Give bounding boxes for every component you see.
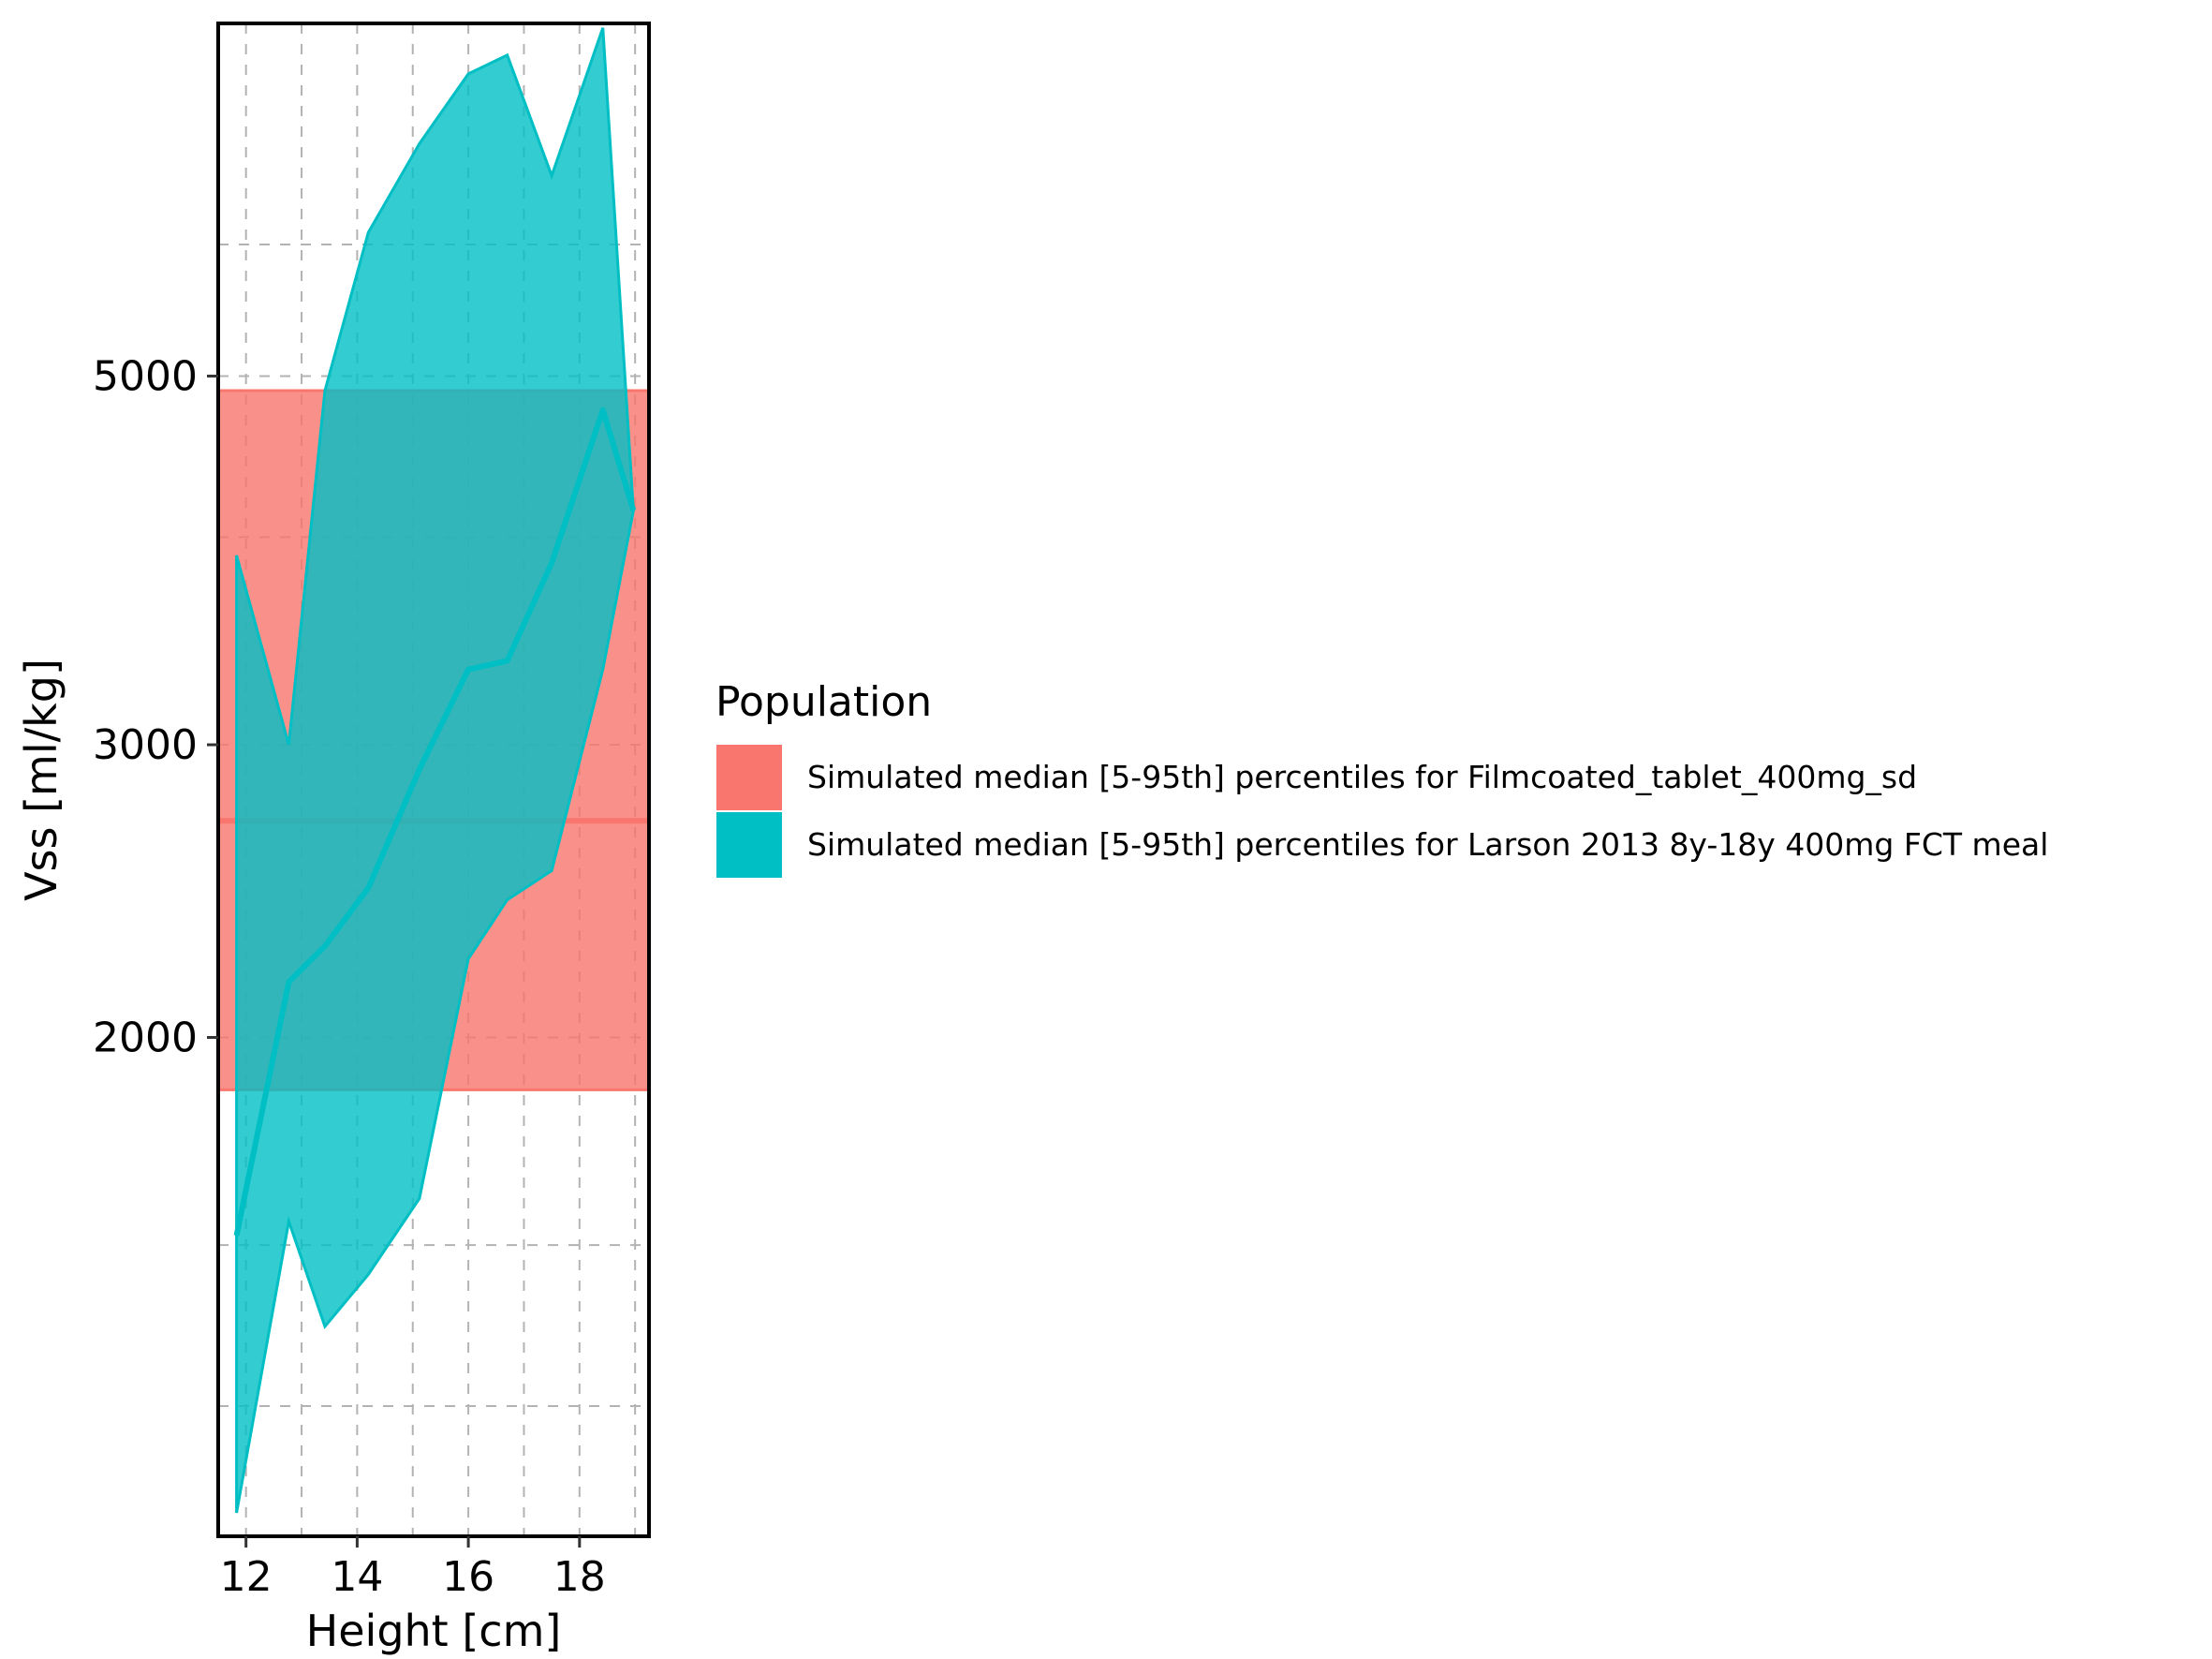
legend-label: Simulated median [5-95th] percentiles fo… bbox=[807, 826, 2048, 863]
plot-panel-border bbox=[216, 22, 651, 1538]
x-tick-label: 12 bbox=[220, 1553, 273, 1601]
x-axis-title: Height [cm] bbox=[306, 1606, 562, 1656]
legend-swatch bbox=[716, 745, 782, 810]
median-line-series-2 bbox=[233, 407, 637, 1237]
x-axis: 12 14 16 18 bbox=[220, 1536, 606, 1601]
y-tick-label: 5000 bbox=[93, 352, 198, 400]
ribbon-layer bbox=[216, 27, 651, 1514]
y-axis: 2000 3000 5000 bbox=[93, 352, 218, 1061]
x-tick-label: 18 bbox=[553, 1553, 606, 1601]
x-tick-label: 16 bbox=[442, 1553, 494, 1601]
ribbon-series-2 bbox=[235, 27, 635, 1514]
y-tick-label: 2000 bbox=[93, 1014, 198, 1061]
legend-title: Population bbox=[715, 678, 932, 726]
legend-swatch bbox=[716, 812, 782, 878]
y-axis-title: Vss [ml/kg] bbox=[16, 659, 66, 901]
legend-label: Simulated median [5-95th] percentiles fo… bbox=[807, 759, 1917, 795]
y-tick-label: 3000 bbox=[93, 721, 198, 769]
legend: Population Simulated median [5-95th] per… bbox=[715, 678, 2048, 878]
x-tick-label: 14 bbox=[331, 1553, 383, 1601]
